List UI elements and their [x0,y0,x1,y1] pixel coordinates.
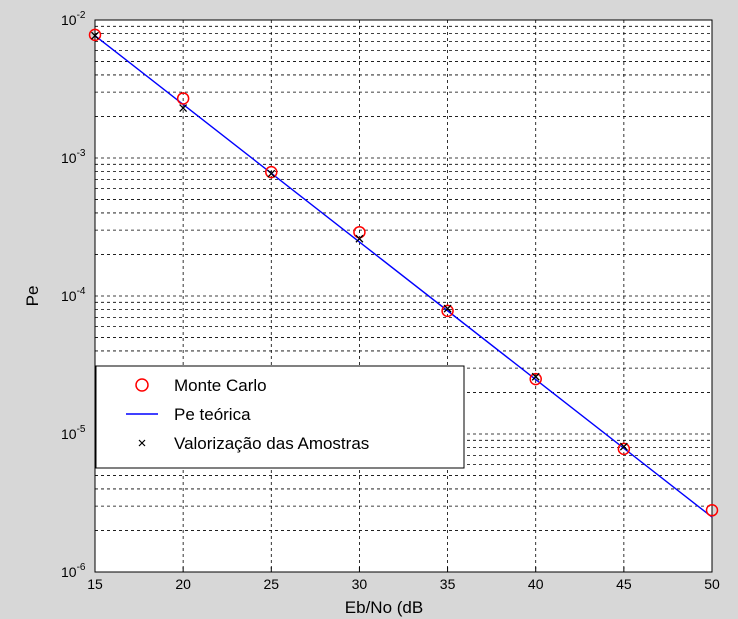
sample-points [91,31,628,451]
x-tick-label: 30 [352,576,368,592]
monte-carlo-point [705,504,719,517]
sample-point [179,104,188,113]
sample-point [619,442,628,451]
sample-point [91,31,99,40]
legend-label-monte-carlo: Monte Carlo [174,376,267,395]
sample-point-stroke [355,234,364,243]
x-tick-label: 40 [528,576,544,592]
y-tick-label: 10-6 [61,562,86,580]
legend-label-pe-teorica: Pe teórica [174,405,251,424]
monte-carlo-point [529,372,542,386]
legend-label-valorizacao: Valorização das Amostras [174,434,369,453]
y-tick-label: 10-2 [61,10,86,28]
legend-box [95,365,465,469]
x-tick-label: 50 [704,576,720,592]
sample-point [267,169,276,178]
x-tick-label: 15 [87,576,103,592]
x-tick-label: 25 [263,576,279,592]
legend-marker-monte-carlo [135,378,149,392]
sample-point-stroke [179,104,188,113]
legend-marker-valorizacao [138,439,146,447]
sample-point [443,304,452,313]
monte-carlo-point [176,92,190,105]
legend: Monte Carlo Pe teórica Valorização das A… [95,365,465,469]
sample-point [355,234,364,243]
x-tick-label: 35 [440,576,456,592]
theory-line-path [94,35,713,518]
x-tick-label: 45 [616,576,632,592]
monte-carlo-point [353,225,366,239]
monte-carlo-points [88,28,719,517]
x-tick-labels: 15 20 25 30 35 40 45 50 [87,567,720,592]
sample-point-stroke [619,442,628,451]
sample-point [531,372,540,381]
sample-point-stroke [443,304,452,313]
y-tick-label: 10-4 [61,286,86,304]
monte-carlo-point [88,28,102,42]
theory-line [94,35,713,518]
sample-point-stroke [531,372,540,381]
monte-carlo-point [441,304,454,318]
monte-carlo-point [617,442,631,456]
y-tick-labels: 10-6 10-5 10-4 10-3 10-2 [61,10,86,580]
y-axis-label: Pe [23,286,42,307]
sample-point-stroke [91,31,99,40]
x-tick-label: 20 [175,576,191,592]
sample-point-stroke [267,169,276,178]
monte-carlo-point [265,165,278,179]
x-axis-label: Eb/No (dB [345,598,423,617]
y-tick-label: 10-5 [61,424,86,442]
y-tick-label: 10-3 [61,148,86,166]
